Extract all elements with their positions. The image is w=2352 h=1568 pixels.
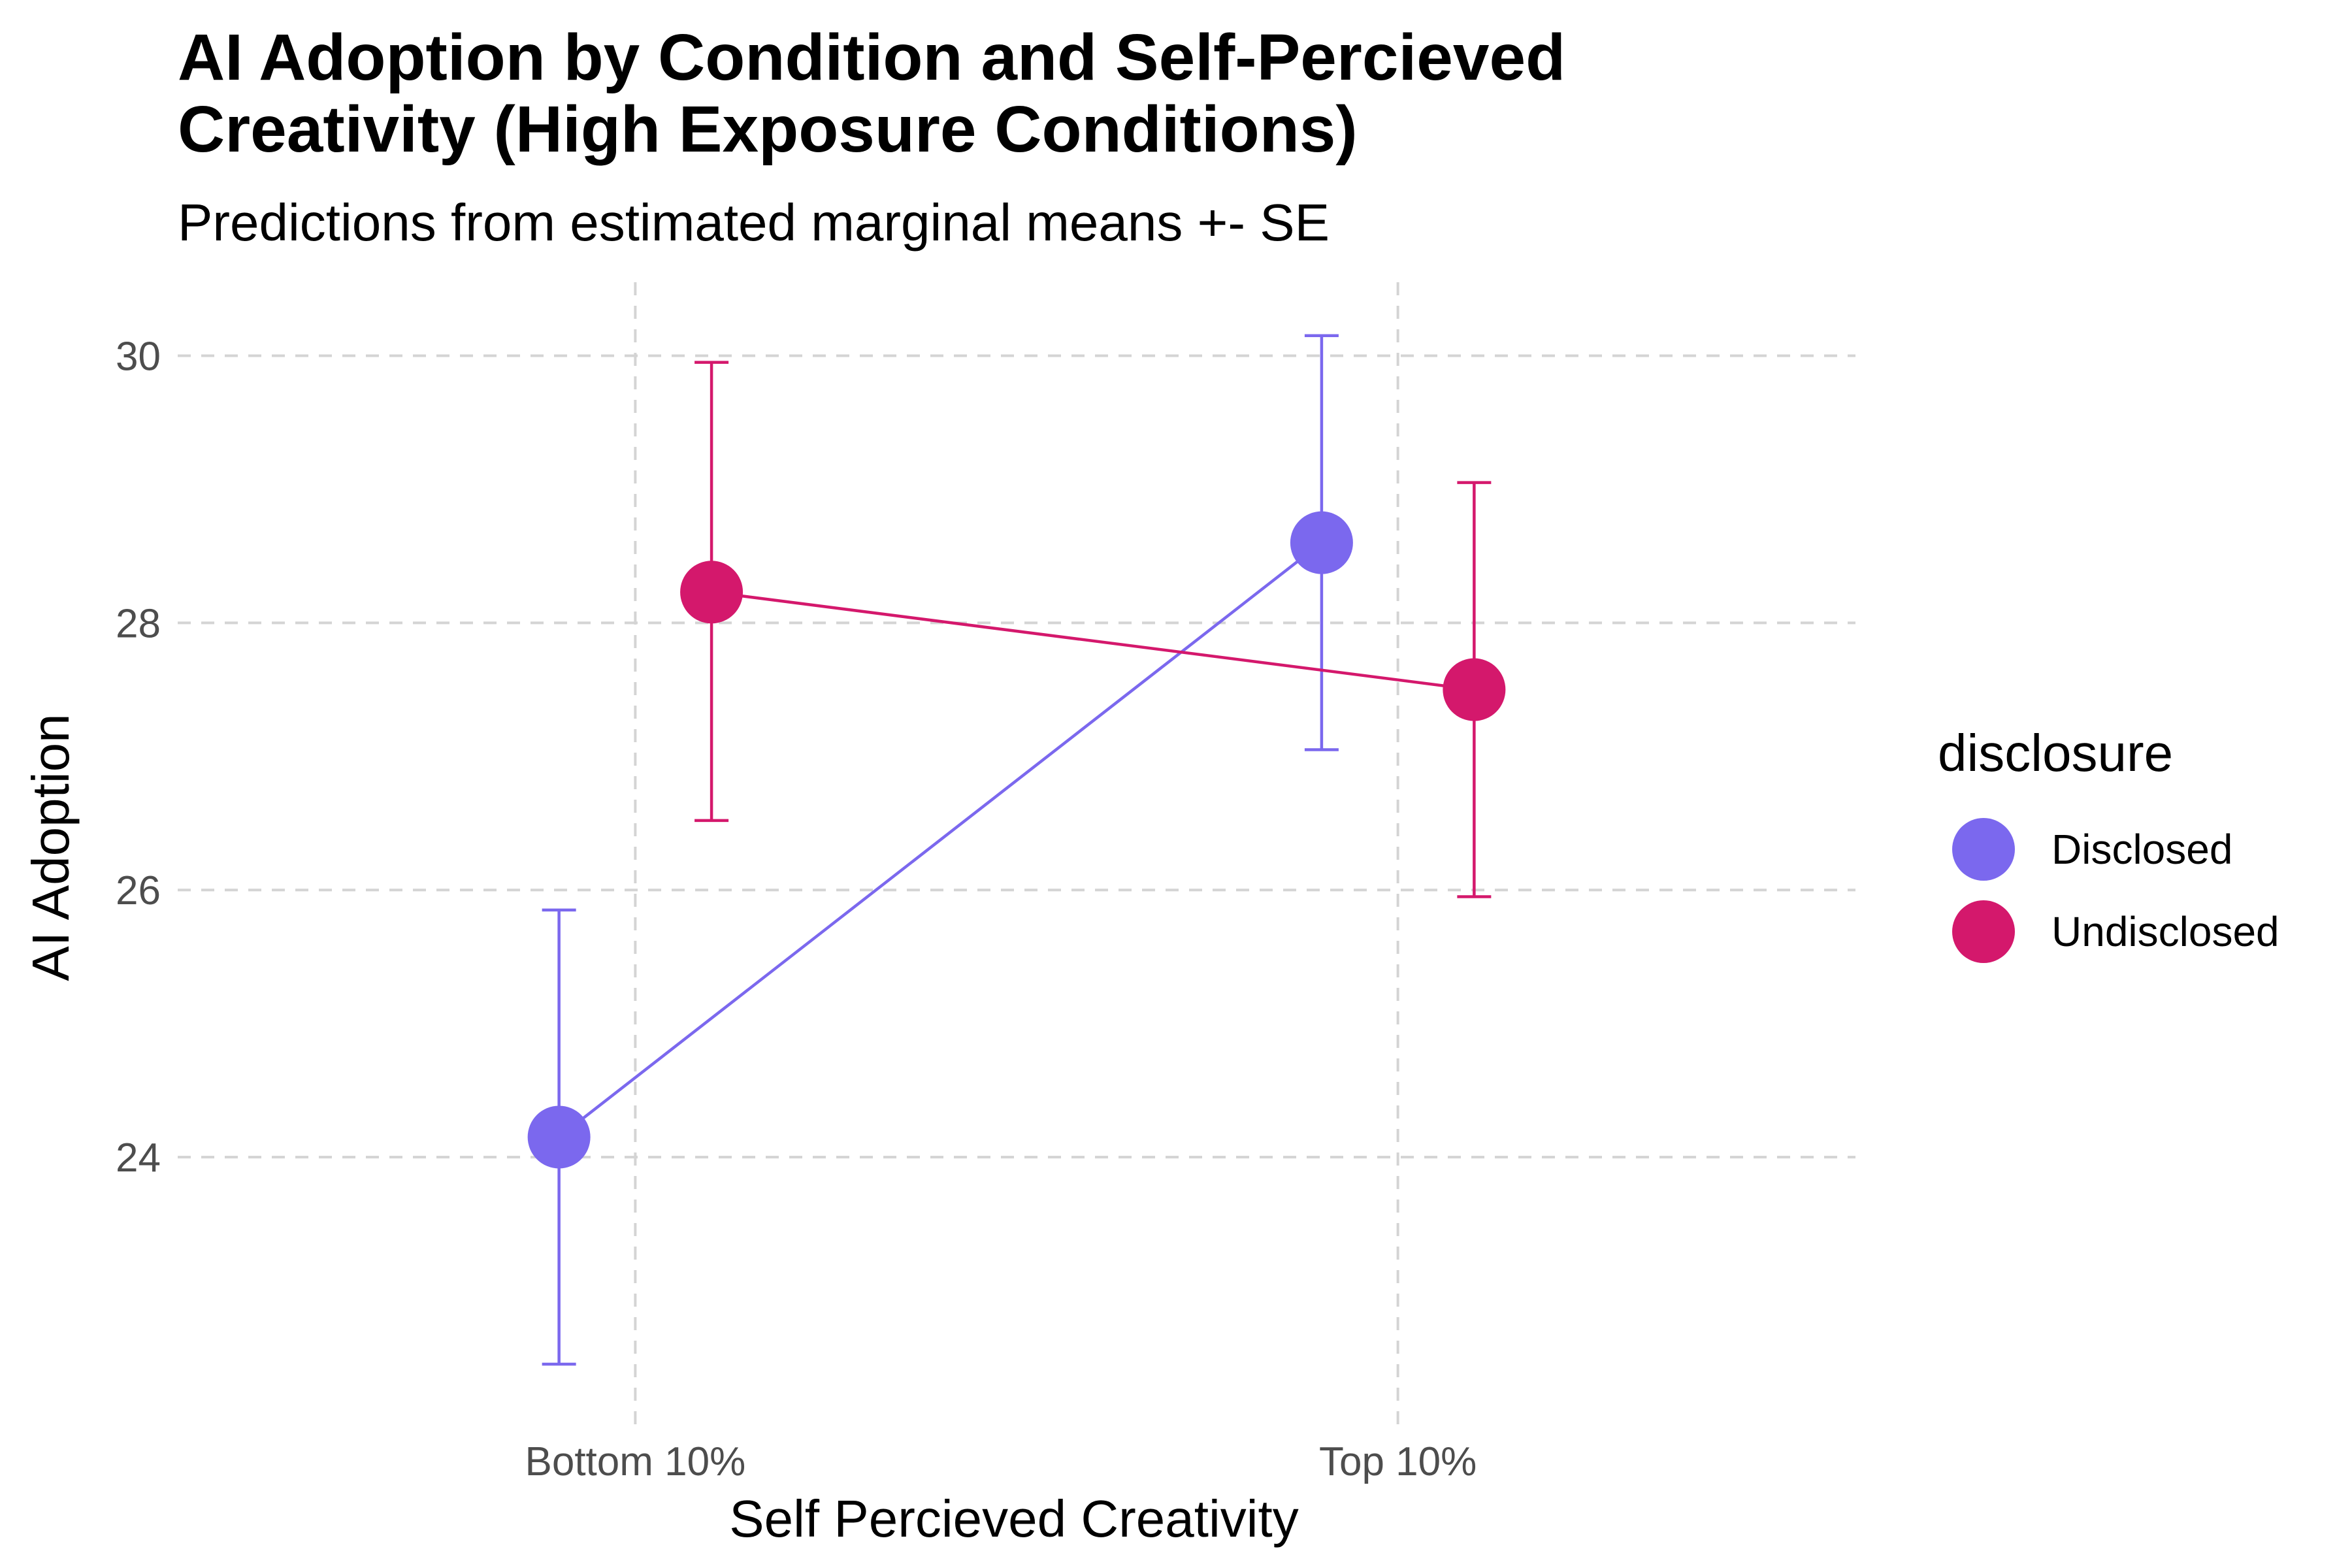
data-point [527, 1105, 591, 1169]
legend-title: disclosure [1938, 724, 2173, 782]
legend-items: Disclosed Undisclosed [1952, 818, 2279, 963]
data-point [1443, 658, 1506, 721]
series-disclosed [527, 334, 1353, 1366]
legend-key [1952, 818, 2015, 881]
data-point [680, 561, 743, 624]
y-tick-label: 24 [116, 1135, 161, 1181]
x-axis-title: Self Percieved Creativity [729, 1490, 1298, 1548]
x-tick-label: Top 10% [1319, 1439, 1477, 1484]
y-axis-ticks: 24 26 28 30 [116, 334, 161, 1181]
y-tick-label: 30 [116, 334, 161, 379]
series-line [711, 591, 1475, 691]
x-tick-label: Bottom 10% [525, 1439, 745, 1484]
legend-key [1952, 900, 2015, 963]
series-undisclosed [680, 361, 1506, 898]
x-axis-ticks: Bottom 10% Top 10% [525, 1439, 1477, 1484]
chart-title-line-2: Creativity (High Exposure Conditions) [178, 93, 1358, 166]
y-axis-title: AI Adoption [22, 713, 80, 981]
chart-title-line-1: AI Adoption by Condition and Self-Percie… [178, 21, 1565, 94]
y-tick-label: 28 [116, 601, 161, 646]
legend-label: Undisclosed [2051, 908, 2279, 955]
plot-series [527, 334, 1506, 1366]
legend: disclosure Disclosed Undisclosed [1938, 724, 2279, 963]
data-point [1290, 511, 1353, 574]
legend-label: Disclosed [2051, 826, 2232, 873]
y-tick-label: 26 [116, 868, 161, 913]
series-line [558, 541, 1323, 1139]
grid [178, 282, 1855, 1424]
chart-subtitle: Predictions from estimated marginal mean… [178, 193, 1330, 252]
